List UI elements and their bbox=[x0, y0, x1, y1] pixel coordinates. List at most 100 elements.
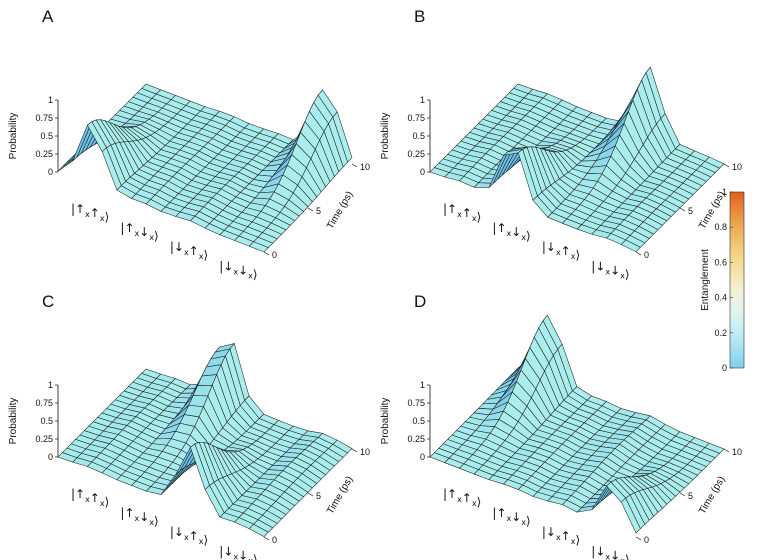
z-tick-label: 0 bbox=[420, 452, 425, 462]
time-tick-label: 10 bbox=[732, 447, 742, 457]
colorbar-label: Entanglement bbox=[700, 249, 711, 311]
state-label: |↓x↓x⟩ bbox=[591, 259, 629, 281]
probability-axis: 0 0.25 0.5 0.75 1 Probability bbox=[8, 380, 59, 462]
z-axis-title: Probability bbox=[380, 113, 391, 160]
surface-cell bbox=[620, 497, 641, 534]
z-tick-label: 1 bbox=[420, 95, 425, 105]
surface bbox=[429, 314, 725, 534]
z-tick-label: 0.25 bbox=[35, 149, 53, 159]
time-tick bbox=[351, 163, 358, 168]
colorbar-tick-label: 1 bbox=[722, 187, 727, 197]
state-label: |↓x↓x⟩ bbox=[219, 544, 257, 560]
time-tick bbox=[263, 536, 270, 541]
surface-cell bbox=[248, 241, 269, 253]
z-tick-label: 0.25 bbox=[407, 149, 425, 159]
time-tick-label: 0 bbox=[644, 250, 649, 260]
surface-cell bbox=[620, 239, 641, 253]
state-label: |↑x↓x⟩ bbox=[492, 506, 530, 528]
time-tick bbox=[307, 207, 314, 212]
surface bbox=[57, 83, 353, 253]
state-label: |↓x↑x⟩ bbox=[542, 240, 580, 262]
time-tick-label: 5 bbox=[688, 491, 693, 501]
time-tick-label: 0 bbox=[272, 535, 277, 545]
panel-A: A 0 0.25 0.5 0.75 1 Probability 0 5 10 Time (ps) |↑… bbox=[8, 7, 370, 281]
probability-axis: 0 0.25 0.5 0.75 1 Probability bbox=[380, 380, 431, 462]
state-axis: |↑x↑x⟩ |↑x↓x⟩ |↓x↑x⟩ |↓x↓x⟩ bbox=[443, 487, 630, 560]
time-axis-title: Time (ps) bbox=[697, 474, 727, 516]
time-axis-title: Time (ps) bbox=[325, 189, 355, 231]
colorbar-ticks: 0 0.2 0.4 0.6 0.8 1 bbox=[714, 187, 733, 373]
state-axis: |↑x↑x⟩ |↑x↓x⟩ |↓x↑x⟩ |↓x↓x⟩ bbox=[443, 202, 630, 282]
time-tick bbox=[635, 251, 642, 256]
time-tick-label: 10 bbox=[360, 447, 370, 457]
panel-letter: A bbox=[42, 7, 54, 26]
z-tick-label: 0.75 bbox=[407, 113, 425, 123]
time-tick bbox=[679, 492, 686, 497]
z-tick-label: 0.75 bbox=[35, 398, 53, 408]
state-label: |↑x↓x⟩ bbox=[120, 506, 158, 528]
time-tick-label: 10 bbox=[732, 162, 742, 172]
time-tick-label: 5 bbox=[316, 206, 321, 216]
z-tick-label: 0 bbox=[48, 452, 53, 462]
panel-letter: C bbox=[42, 292, 54, 311]
time-tick bbox=[723, 163, 730, 168]
colorbar-gradient bbox=[729, 191, 745, 369]
z-tick-label: 0 bbox=[48, 167, 53, 177]
z-tick-label: 0.75 bbox=[35, 113, 53, 123]
surface-cell bbox=[248, 523, 269, 537]
time-tick bbox=[679, 207, 686, 212]
colorbar-tick-label: 0.2 bbox=[714, 328, 727, 338]
state-label: |↓x↓x⟩ bbox=[591, 544, 629, 560]
colorbar-tick-label: 0.4 bbox=[714, 293, 727, 303]
state-label: |↑x↑x⟩ bbox=[71, 487, 109, 509]
colorbar-tick-label: 0.6 bbox=[714, 257, 727, 267]
panel-C: C 0 0.25 0.5 0.75 1 Probability 0 5 10 Time (ps) |↑… bbox=[8, 292, 370, 560]
time-tick-label: 10 bbox=[360, 162, 370, 172]
z-axis-title: Probability bbox=[8, 398, 19, 445]
entanglement-colorbar: 0 0.2 0.4 0.6 0.8 1 Entanglement bbox=[700, 187, 745, 373]
colorbar-tick-label: 0 bbox=[722, 363, 727, 373]
time-tick bbox=[263, 251, 270, 256]
state-axis: |↑x↑x⟩ |↑x↓x⟩ |↓x↑x⟩ |↓x↓x⟩ bbox=[71, 487, 258, 560]
surface bbox=[57, 342, 353, 537]
state-label: |↑x↑x⟩ bbox=[443, 487, 481, 509]
z-axis-title: Probability bbox=[8, 113, 19, 160]
z-tick-label: 1 bbox=[48, 380, 53, 390]
colorbar-tick-label: 0.8 bbox=[714, 222, 727, 232]
z-tick-label: 0.5 bbox=[40, 416, 53, 426]
time-axis-title: Time (ps) bbox=[325, 474, 355, 516]
probability-axis: 0 0.25 0.5 0.75 1 Probability bbox=[380, 95, 431, 177]
panel-letter: D bbox=[414, 292, 426, 311]
probability-axis: 0 0.25 0.5 0.75 1 Probability bbox=[8, 95, 59, 177]
z-tick-label: 0.75 bbox=[407, 398, 425, 408]
time-tick bbox=[635, 536, 642, 541]
z-tick-label: 0.5 bbox=[40, 131, 53, 141]
state-label: |↑x↓x⟩ bbox=[120, 221, 158, 243]
panel-D: D 0 0.25 0.5 0.75 1 Probability 0 5 10 Time (ps) |↑… bbox=[380, 292, 742, 560]
time-tick-label: 5 bbox=[316, 491, 321, 501]
z-axis-title: Probability bbox=[380, 398, 391, 445]
surface bbox=[429, 66, 725, 253]
time-tick-label: 0 bbox=[272, 250, 277, 260]
time-tick bbox=[723, 448, 730, 453]
z-tick-label: 0.5 bbox=[412, 131, 425, 141]
time-tick-label: 5 bbox=[688, 206, 693, 216]
state-label: |↑x↑x⟩ bbox=[71, 202, 109, 224]
state-label: |↓x↑x⟩ bbox=[542, 525, 580, 547]
z-tick-label: 0.5 bbox=[412, 416, 425, 426]
state-label: |↑x↑x⟩ bbox=[443, 202, 481, 224]
state-axis: |↑x↑x⟩ |↑x↓x⟩ |↓x↑x⟩ |↓x↓x⟩ bbox=[71, 202, 258, 282]
z-tick-label: 0 bbox=[420, 167, 425, 177]
panel-letter: B bbox=[414, 7, 425, 26]
state-label: |↓x↑x⟩ bbox=[170, 240, 208, 262]
time-tick bbox=[351, 448, 358, 453]
state-label: |↓x↑x⟩ bbox=[170, 525, 208, 547]
z-tick-label: 1 bbox=[48, 95, 53, 105]
z-tick-label: 0.25 bbox=[407, 434, 425, 444]
time-tick-label: 0 bbox=[644, 535, 649, 545]
state-label: |↓x↓x⟩ bbox=[219, 259, 257, 281]
